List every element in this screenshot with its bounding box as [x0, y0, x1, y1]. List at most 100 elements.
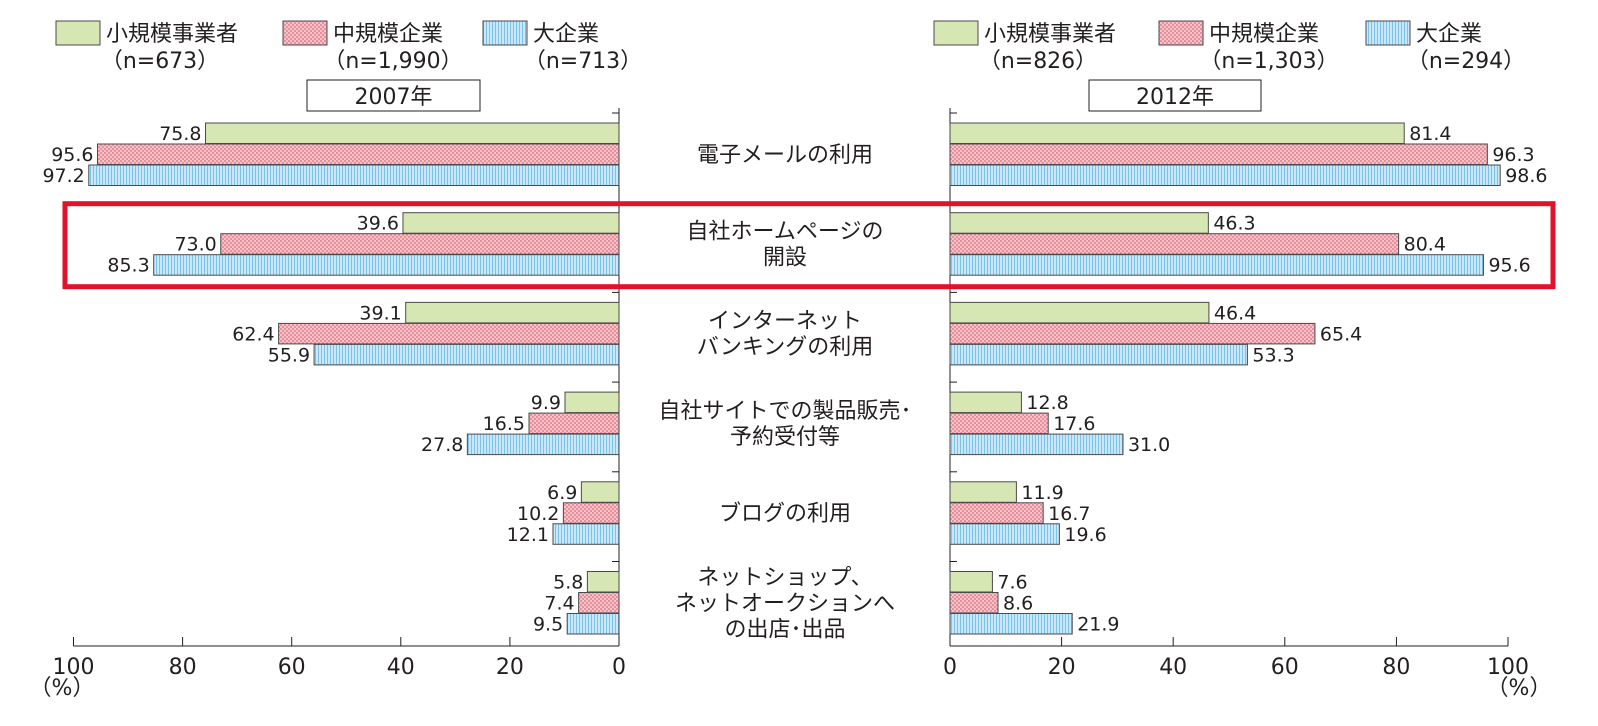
- data-label: 62.4: [232, 323, 274, 345]
- data-label: 12.8: [1026, 392, 1068, 414]
- data-label: 95.6: [1488, 255, 1530, 277]
- legend-n: （n=673）: [101, 49, 219, 74]
- category-label: 自社サイトでの製品販売･: [658, 399, 911, 424]
- bar: [466, 433, 620, 456]
- bar: [949, 523, 1060, 545]
- x-tick-label: 40: [1159, 655, 1187, 680]
- bar: [949, 481, 1017, 503]
- bar: [949, 301, 1210, 324]
- legend-label: 大企業: [1416, 22, 1482, 47]
- category-label: ネットオークションへ: [675, 591, 895, 616]
- data-label: 21.9: [1077, 614, 1119, 636]
- bar: [949, 412, 1049, 435]
- year-box: [1088, 79, 1262, 112]
- bar: [949, 164, 1501, 186]
- x-tick-label: 100: [53, 655, 95, 680]
- bar: [205, 122, 620, 144]
- category-label: 開設: [763, 245, 807, 270]
- legend-swatch: [55, 20, 101, 46]
- category-label: ブログの利用: [719, 502, 851, 527]
- x-tick-label: 0: [612, 655, 626, 680]
- data-label: 55.9: [268, 344, 310, 366]
- bar: [313, 343, 620, 366]
- bar: [949, 571, 993, 593]
- legend-n: （n=713）: [524, 49, 642, 74]
- legend-swatch: [1365, 20, 1411, 46]
- bar: [88, 164, 620, 186]
- bars-layer: [88, 122, 1501, 635]
- data-label: 10.2: [517, 503, 559, 525]
- legend-swatch: [933, 20, 979, 46]
- data-label: 6.9: [547, 482, 577, 504]
- data-label: 31.0: [1128, 434, 1170, 456]
- data-label: 19.6: [1064, 524, 1106, 546]
- bar: [949, 212, 1209, 234]
- data-label: 7.4: [544, 593, 574, 615]
- data-label: 9.5: [533, 614, 563, 636]
- data-label: 46.3: [1213, 213, 1255, 235]
- year-box: [306, 79, 481, 112]
- legend-label: 小規模事業者: [106, 22, 238, 47]
- x-tick-label: 80: [169, 655, 197, 680]
- bar: [278, 322, 620, 345]
- bar: [949, 322, 1316, 345]
- highlight-box: [62, 201, 1556, 290]
- category-label: の出店･出品: [724, 617, 845, 642]
- category-label: 電子メールの利用: [697, 143, 873, 168]
- x-tick-label: 40: [387, 655, 415, 680]
- bar: [949, 254, 1484, 276]
- legend-n: （n=826）: [979, 49, 1097, 74]
- bar: [564, 391, 620, 414]
- bar: [153, 254, 620, 276]
- bar: [562, 502, 620, 524]
- x-tick-label: 60: [278, 655, 306, 680]
- data-label: 75.8: [159, 123, 201, 145]
- year-label: 2007年: [355, 85, 433, 110]
- data-label: 65.4: [1320, 323, 1362, 345]
- legend-n: （n=294）: [1407, 49, 1525, 74]
- data-label: 85.3: [107, 255, 149, 277]
- legend-swatch: [282, 20, 328, 46]
- data-label: 80.4: [1404, 234, 1446, 256]
- bar: [949, 143, 1488, 165]
- legend-n: （n=1,990）: [323, 49, 462, 74]
- data-label: 8.6: [1003, 593, 1033, 615]
- category-label: 自社ホームページの: [687, 219, 884, 244]
- legend-n: （n=1,303）: [1199, 49, 1338, 74]
- bar: [220, 233, 620, 255]
- category-label: インターネット: [708, 309, 862, 334]
- bar: [949, 391, 1022, 414]
- bar: [97, 143, 620, 165]
- data-label: 11.9: [1021, 482, 1063, 504]
- bar: [949, 502, 1044, 524]
- legend-label: 中規模企業: [333, 22, 443, 47]
- legend-swatch: [482, 20, 528, 46]
- unit-label: （%）: [1487, 676, 1552, 701]
- bar: [949, 433, 1124, 456]
- category-label: バンキングの利用: [697, 335, 873, 360]
- legend-label: 小規模事業者: [984, 22, 1116, 47]
- legend-label: 中規模企業: [1209, 22, 1319, 47]
- x-tick-label: 60: [1271, 655, 1299, 680]
- bar: [552, 523, 620, 545]
- bar: [578, 592, 620, 614]
- data-label: 16.7: [1048, 503, 1090, 525]
- bar: [528, 412, 620, 435]
- bar: [949, 122, 1405, 144]
- bar: [580, 481, 620, 503]
- legend-label: 大企業: [533, 22, 599, 47]
- x-tick-label: 20: [496, 655, 524, 680]
- data-label: 73.0: [174, 234, 216, 256]
- bar: [402, 212, 620, 234]
- data-label: 17.6: [1053, 413, 1095, 435]
- x-tick-label: 0: [943, 655, 957, 680]
- data-label: 96.3: [1492, 144, 1534, 166]
- data-label: 97.2: [42, 165, 84, 187]
- bar: [949, 343, 1248, 366]
- bar: [949, 233, 1400, 255]
- data-label: 5.8: [553, 572, 583, 594]
- data-label: 7.6: [997, 572, 1027, 594]
- bar: [405, 301, 620, 324]
- data-label: 12.1: [507, 524, 549, 546]
